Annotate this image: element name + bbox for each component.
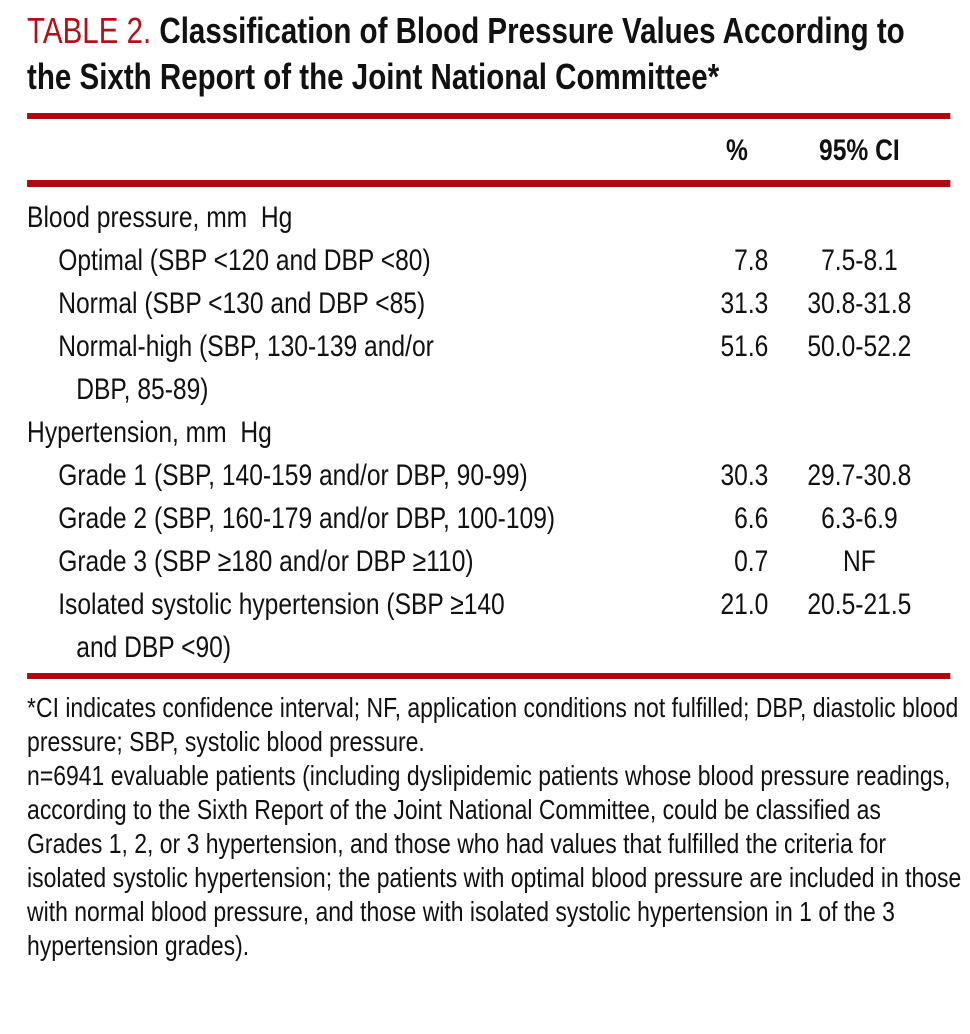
table-body: Blood pressure, mm Hg Optimal (SBP <120 … <box>27 187 970 673</box>
table-title-label: TABLE 2. <box>27 10 152 51</box>
cell-percent: 7.8 <box>734 244 769 277</box>
row-label-line1: Isolated systolic hypertension (SBP ≥140 <box>58 588 505 621</box>
top-rule <box>27 113 951 119</box>
table-title: TABLE 2. Classification of Blood Pressure… <box>27 8 937 100</box>
row-label: Normal-high (SBP, 130-139 and/or DBP, 85-… <box>27 325 678 411</box>
cell-percent: 0.7 <box>734 545 769 578</box>
bottom-rule <box>27 673 951 679</box>
cell-ci: 30.8-31.8 <box>807 287 912 320</box>
cell-percent: 6.6 <box>734 502 769 535</box>
footnote-population: n=6941 evaluable patients (including dys… <box>27 760 962 961</box>
cell-ci <box>768 196 950 239</box>
column-headers: % 95% CI <box>27 119 950 180</box>
cell-percent: 21.0 <box>720 588 769 621</box>
table-row: Grade 2 (SBP, 160-179 and/or DBP, 100-10… <box>27 497 950 540</box>
cell-percent: 30.3 <box>720 459 769 492</box>
table-section-row: Blood pressure, mm Hg <box>27 196 950 239</box>
row-label-continuation: and DBP <90) <box>76 631 232 664</box>
cell-ci: 29.7-30.8 <box>807 459 912 492</box>
row-label: Optimal (SBP <120 and DBP <80) <box>58 244 431 277</box>
row-label: Grade 2 (SBP, 160-179 and/or DBP, 100-10… <box>58 502 556 535</box>
row-label: Normal (SBP <130 and DBP <85) <box>58 287 426 320</box>
cell-ci: 50.0-52.2 <box>807 330 912 363</box>
table-row: Optimal (SBP <120 and DBP <80) 7.8 7.5-8… <box>27 239 950 282</box>
table-row: Normal-high (SBP, 130-139 and/or DBP, 85-… <box>27 325 950 411</box>
table-content: TABLE 2. Classification of Blood Pressure… <box>27 8 970 963</box>
column-header-percent: % <box>725 134 748 167</box>
row-label: Grade 3 (SBP ≥180 and/or DBP ≥110) <box>58 545 474 578</box>
cell-ci: NF <box>842 545 876 578</box>
row-label-continuation: DBP, 85-89) <box>76 373 209 406</box>
row-label-line1: Normal-high (SBP, 130-139 and/or <box>58 330 434 363</box>
cell-percent: 51.6 <box>720 330 769 363</box>
table-section-row: Hypertension, mm Hg <box>27 411 950 454</box>
table-row: Isolated systolic hypertension (SBP ≥140… <box>27 583 950 669</box>
cell-ci: 6.3-6.9 <box>821 502 898 535</box>
column-header-ci: 95% CI <box>819 134 900 167</box>
table-row: Grade 1 (SBP, 140-159 and/or DBP, 90-99)… <box>27 454 950 497</box>
table-title-text: Classification of Blood Pressure Values … <box>27 10 905 97</box>
table-row: Grade 3 (SBP ≥180 and/or DBP ≥110) 0.7 N… <box>27 540 950 583</box>
row-label: Grade 1 (SBP, 140-159 and/or DBP, 90-99) <box>58 459 528 492</box>
cell-percent: 31.3 <box>720 287 769 320</box>
cell-percent <box>678 196 768 239</box>
cell-percent <box>678 411 768 454</box>
footnote-abbreviations: *CI indicates confidence interval; NF, a… <box>27 692 959 757</box>
table-row: Normal (SBP <130 and DBP <85) 31.3 30.8-… <box>27 282 950 325</box>
row-label: Hypertension, mm Hg <box>27 416 272 449</box>
cell-ci <box>768 411 950 454</box>
header-rule <box>27 180 951 187</box>
row-label: Blood pressure, mm Hg <box>27 201 293 234</box>
cell-ci: 20.5-21.5 <box>807 588 912 621</box>
row-label: Isolated systolic hypertension (SBP ≥140… <box>27 583 678 669</box>
cell-ci: 7.5-8.1 <box>821 244 898 277</box>
table-footnotes: *CI indicates confidence interval; NF, a… <box>27 679 962 963</box>
